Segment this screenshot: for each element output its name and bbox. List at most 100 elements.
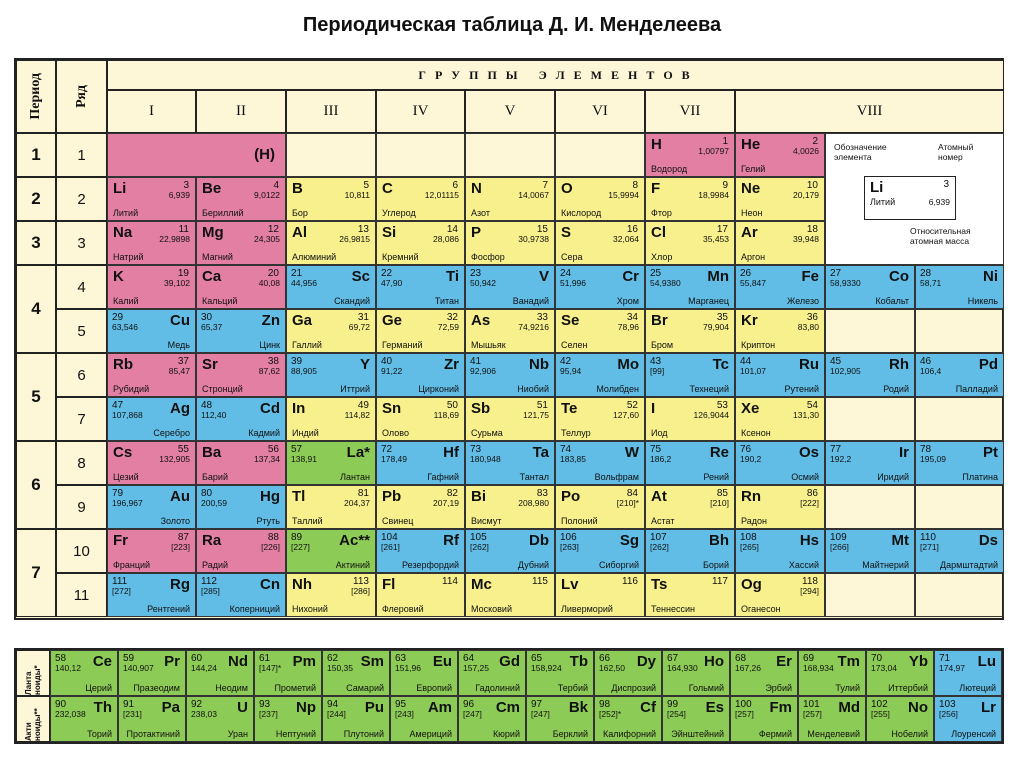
element-cell[interactable]: Mc 115 Московий xyxy=(465,573,555,617)
element-cell[interactable]: Db 105 [262] Дубний xyxy=(465,529,555,573)
element-cell[interactable]: Nd 60 144,24 Неодим xyxy=(186,650,254,696)
element-cell[interactable]: C 6 12,01115 Углерод xyxy=(376,177,465,221)
element-cell[interactable]: Y 39 88,905 Иттрий xyxy=(286,353,376,397)
element-cell[interactable]: Tm 69 168,934 Тулий xyxy=(798,650,866,696)
element-cell[interactable]: He 2 4,0026 Гелий xyxy=(735,133,825,177)
element-cell[interactable]: P 15 30,9738 Фосфор xyxy=(465,221,555,265)
element-cell[interactable]: Se 34 78,96 Селен xyxy=(555,309,645,353)
element-cell[interactable]: Ga 31 69,72 Галлий xyxy=(286,309,376,353)
element-cell[interactable]: Rb 37 85,47 Рубидий xyxy=(107,353,196,397)
element-cell[interactable]: Al 13 26,9815 Алюминий xyxy=(286,221,376,265)
element-cell[interactable]: Pm 61 [147]* Прометий xyxy=(254,650,322,696)
element-cell[interactable]: U 92 238,03 Уран xyxy=(186,696,254,742)
element-cell[interactable]: Re 75 186,2 Рений xyxy=(645,441,735,485)
element-cell[interactable]: Os 76 190,2 Осмий xyxy=(735,441,825,485)
element-cell[interactable]: Rf 104 [261] Резерфордий xyxy=(376,529,465,573)
element-cell[interactable]: Tl 81 204,37 Таллий xyxy=(286,485,376,529)
element-cell[interactable]: Fl 114 Флеровий xyxy=(376,573,465,617)
element-cell[interactable]: Hg 80 200,59 Ртуть xyxy=(196,485,286,529)
element-cell[interactable]: Zn 30 65,37 Цинк xyxy=(196,309,286,353)
element-cell[interactable]: Mo 42 95,94 Молибден xyxy=(555,353,645,397)
element-cell[interactable]: Kr 36 83,80 Криптон xyxy=(735,309,825,353)
element-cell[interactable]: Lr 103 [256] Лоуренсий xyxy=(934,696,1002,742)
element-cell[interactable]: Sg 106 [263] Сиборгий xyxy=(555,529,645,573)
element-cell[interactable]: Tb 65 158,924 Тербий xyxy=(526,650,594,696)
element-cell[interactable]: O 8 15,9994 Кислород xyxy=(555,177,645,221)
element-cell[interactable]: Fe 26 55,847 Железо xyxy=(735,265,825,309)
element-cell[interactable]: Lu 71 174,97 Лютеций xyxy=(934,650,1002,696)
element-cell[interactable]: Ru 44 101,07 Рутений xyxy=(735,353,825,397)
element-cell[interactable]: Og 118 [294] Оганесон xyxy=(735,573,825,617)
element-cell[interactable]: No 102 [255] Нобелий xyxy=(866,696,934,742)
element-cell[interactable]: Ts 117 Теннессин xyxy=(645,573,735,617)
element-cell[interactable]: Cl 17 35,453 Хлор xyxy=(645,221,735,265)
element-cell[interactable]: Ac** 89 [227] Актиний xyxy=(286,529,376,573)
element-cell[interactable]: N 7 14,0067 Азот xyxy=(465,177,555,221)
element-cell[interactable]: Ge 32 72,59 Германий xyxy=(376,309,465,353)
element-cell[interactable]: Yb 70 173,04 Иттербий xyxy=(866,650,934,696)
element-cell[interactable]: Ra 88 [226] Радий xyxy=(196,529,286,573)
element-cell[interactable]: Mg 12 24,305 Магний xyxy=(196,221,286,265)
element-cell[interactable]: Pb 82 207,19 Свинец xyxy=(376,485,465,529)
element-cell[interactable]: Cs 55 132,905 Цезий xyxy=(107,441,196,485)
element-cell[interactable]: Ar 18 39,948 Аргон xyxy=(735,221,825,265)
element-cell[interactable]: Ho 67 164,930 Гольмий xyxy=(662,650,730,696)
element-cell[interactable]: Co 27 58,9330 Кобальт xyxy=(825,265,915,309)
element-cell[interactable]: Ag 47 107,868 Серебро xyxy=(107,397,196,441)
element-cell[interactable]: In 49 114,82 Индий xyxy=(286,397,376,441)
element-cell[interactable]: Rn 86 [222] Радон xyxy=(735,485,825,529)
element-cell[interactable]: Bi 83 208,980 Висмут xyxy=(465,485,555,529)
element-cell[interactable]: At 85 [210] Астат xyxy=(645,485,735,529)
element-cell[interactable]: Md 101 [257] Менделевий xyxy=(798,696,866,742)
element-cell[interactable]: Cn 112 [285] Коперниций xyxy=(196,573,286,617)
element-cell[interactable]: Te 52 127,60 Теллур xyxy=(555,397,645,441)
element-cell[interactable]: Ne 10 20,179 Неон xyxy=(735,177,825,221)
element-cell[interactable]: Hf 72 178,49 Гафний xyxy=(376,441,465,485)
element-cell[interactable]: Sc 21 44,956 Скандий xyxy=(286,265,376,309)
element-cell[interactable]: Es 99 [254] Эйнштейний xyxy=(662,696,730,742)
element-cell[interactable]: Th 90 232,038 Торий xyxy=(50,696,118,742)
element-cell[interactable]: Sm 62 150,35 Самарий xyxy=(322,650,390,696)
element-cell[interactable]: Hs 108 [265] Хассий xyxy=(735,529,825,573)
element-cell[interactable]: Gd 64 157,25 Гадолиний xyxy=(458,650,526,696)
element-cell[interactable]: Be 4 9,0122 Бериллий xyxy=(196,177,286,221)
element-cell[interactable]: Pr 59 140,907 Празеодим xyxy=(118,650,186,696)
element-cell[interactable]: Nb 41 92,906 Ниобий xyxy=(465,353,555,397)
element-cell[interactable]: Xe 54 131,30 Ксенон xyxy=(735,397,825,441)
element-cell[interactable]: W 74 183,85 Вольфрам xyxy=(555,441,645,485)
element-cell[interactable]: B 5 10,811 Бор xyxy=(286,177,376,221)
element-cell[interactable]: Cf 98 [252]* Калифорний xyxy=(594,696,662,742)
element-cell[interactable]: Eu 63 151,96 Европий xyxy=(390,650,458,696)
element-cell[interactable]: Cr 24 51,996 Хром xyxy=(555,265,645,309)
element-cell[interactable]: S 16 32,064 Сера xyxy=(555,221,645,265)
element-cell[interactable]: La* 57 138,91 Лантан xyxy=(286,441,376,485)
element-cell[interactable]: Po 84 [210]* Полоний xyxy=(555,485,645,529)
element-cell[interactable]: Pu 94 [244] Плутоний xyxy=(322,696,390,742)
element-cell[interactable]: I 53 126,9044 Иод xyxy=(645,397,735,441)
element-cell[interactable]: F 9 18,9984 Фтор xyxy=(645,177,735,221)
element-cell[interactable]: Ti 22 47,90 Титан xyxy=(376,265,465,309)
element-cell[interactable]: Cd 48 112,40 Кадмий xyxy=(196,397,286,441)
element-cell[interactable]: Ca 20 40,08 Кальций xyxy=(196,265,286,309)
element-cell[interactable]: Ds 110 [271] Дармштадтий xyxy=(915,529,1004,573)
element-cell[interactable]: Er 68 167,26 Эрбий xyxy=(730,650,798,696)
element-cell[interactable]: Bk 97 [247] Берклий xyxy=(526,696,594,742)
element-cell[interactable]: Au 79 196,967 Золото xyxy=(107,485,196,529)
element-cell[interactable]: Pd 46 106,4 Палладий xyxy=(915,353,1004,397)
element-cell[interactable]: Bh 107 [262] Борий xyxy=(645,529,735,573)
element-cell[interactable]: Mt 109 [266] Майтнерий xyxy=(825,529,915,573)
element-cell[interactable]: Rg 111 [272] Рентгений xyxy=(107,573,196,617)
element-cell[interactable]: Pt 78 195,09 Платина xyxy=(915,441,1004,485)
element-cell[interactable]: Lv 116 Ливерморий xyxy=(555,573,645,617)
element-cell[interactable]: K 19 39,102 Калий xyxy=(107,265,196,309)
element-cell[interactable]: Sr 38 87,62 Стронций xyxy=(196,353,286,397)
element-cell[interactable]: Tc 43 [99] Технеций xyxy=(645,353,735,397)
element-cell[interactable]: Zr 40 91,22 Цирконий xyxy=(376,353,465,397)
element-cell[interactable]: Cu 29 63,546 Медь xyxy=(107,309,196,353)
element-cell[interactable]: As 33 74,9216 Мышьяк xyxy=(465,309,555,353)
element-cell[interactable]: Ta 73 180,948 Тантал xyxy=(465,441,555,485)
element-cell[interactable]: Fm 100 [257] Фермий xyxy=(730,696,798,742)
element-cell[interactable]: Dy 66 162,50 Диспрозий xyxy=(594,650,662,696)
element-cell[interactable]: Pa 91 [231] Протактиний xyxy=(118,696,186,742)
element-cell[interactable]: Np 93 [237] Нептуний xyxy=(254,696,322,742)
